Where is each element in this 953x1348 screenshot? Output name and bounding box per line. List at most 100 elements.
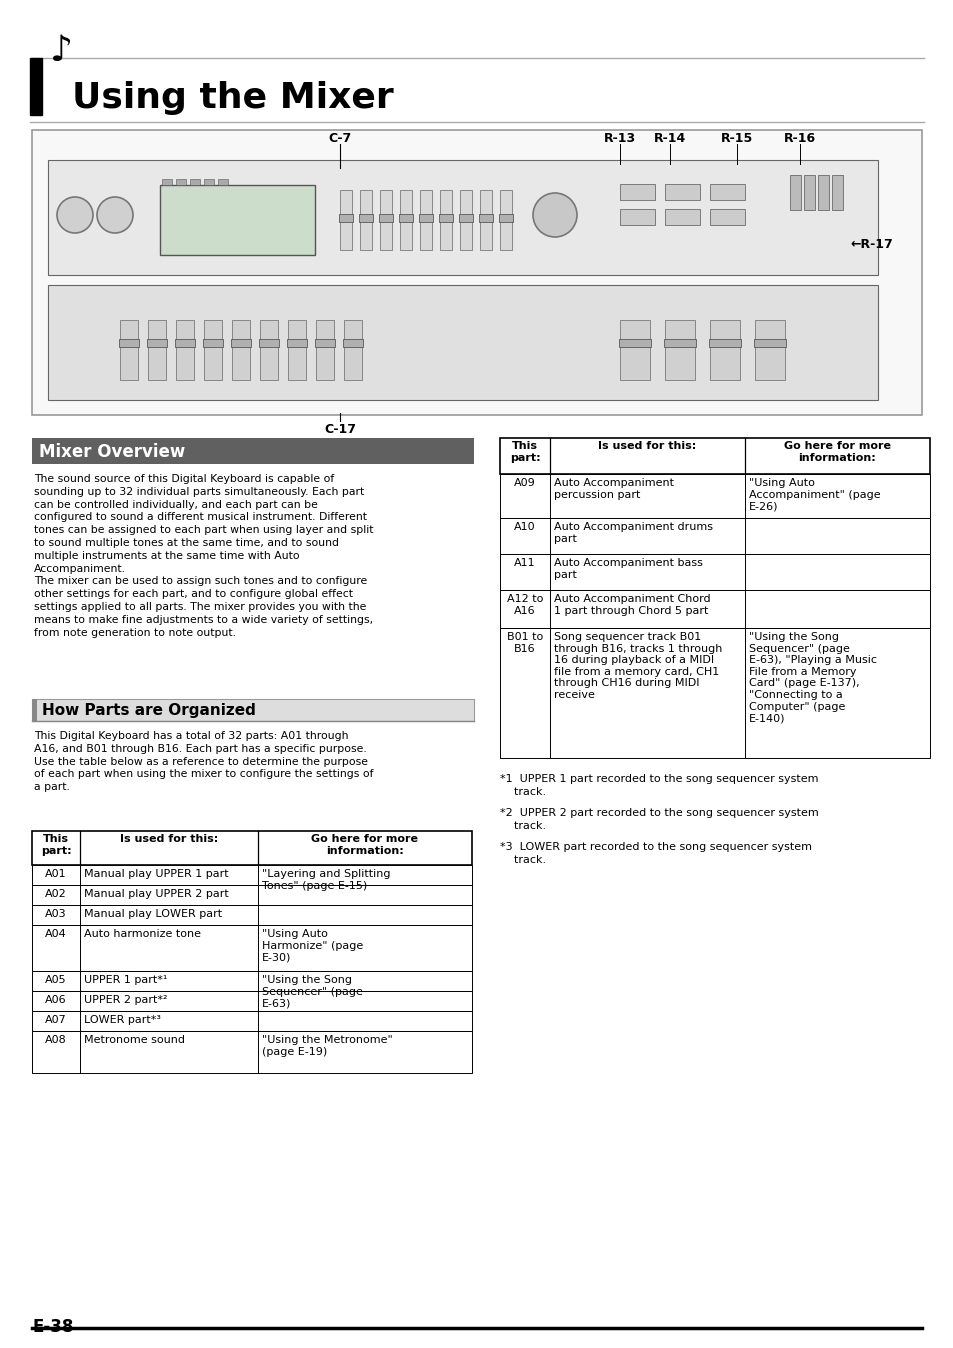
Text: "Using the Song
Sequencer" (page
E-63): "Using the Song Sequencer" (page E-63) [262, 975, 362, 1008]
Bar [32, 1031, 472, 1073]
Text: UPPER 2 part*²: UPPER 2 part*² [84, 995, 168, 1006]
Bar [499, 190, 512, 249]
Circle shape [57, 197, 92, 233]
Text: C-7: C-7 [328, 132, 352, 146]
Bar [344, 319, 361, 380]
Text: Auto Accompaniment bass
part: Auto Accompaniment bass part [554, 558, 702, 580]
Bar [32, 700, 474, 721]
Text: R-14: R-14 [653, 132, 685, 146]
Bar [48, 284, 877, 400]
Bar [338, 214, 353, 222]
Text: A01: A01 [45, 869, 67, 879]
Bar [753, 338, 785, 346]
Text: E-38: E-38 [32, 1318, 73, 1336]
Bar [32, 1011, 472, 1031]
Text: Auto Accompaniment drums
part: Auto Accompaniment drums part [554, 522, 712, 543]
Text: "Using Auto
Harmonize" (page
E-30): "Using Auto Harmonize" (page E-30) [262, 929, 363, 962]
Bar [314, 338, 335, 346]
Text: C-17: C-17 [324, 423, 355, 435]
Bar [175, 319, 193, 380]
Text: "Layering and Splitting
Tones" (page E-15): "Layering and Splitting Tones" (page E-1… [262, 869, 390, 891]
Bar [709, 319, 740, 380]
Text: A03: A03 [45, 909, 67, 919]
Text: Manual play UPPER 2 part: Manual play UPPER 2 part [84, 888, 229, 899]
Bar [419, 190, 432, 249]
Bar [174, 338, 194, 346]
Bar [160, 185, 314, 255]
Bar [260, 319, 277, 380]
Bar [754, 319, 784, 380]
Bar [147, 338, 167, 346]
Bar [190, 179, 200, 185]
Bar [119, 338, 139, 346]
Text: "Using the Song
Sequencer" (page
E-63), "Playing a Music
File from a Memory
Card: "Using the Song Sequencer" (page E-63), … [748, 632, 876, 723]
Text: B01 to
B16: B01 to B16 [506, 632, 542, 654]
Bar [619, 319, 649, 380]
Bar [32, 438, 474, 464]
Text: Go here for more
information:: Go here for more information: [312, 834, 418, 856]
Text: Auto harmonize tone: Auto harmonize tone [84, 929, 201, 940]
Bar [499, 474, 929, 518]
Bar [399, 190, 412, 249]
Text: How Parts are Organized: How Parts are Organized [42, 704, 255, 718]
Bar [32, 886, 472, 905]
Bar [204, 179, 213, 185]
Bar [439, 190, 452, 249]
Bar [231, 338, 251, 346]
Bar [175, 179, 186, 185]
Bar [619, 183, 655, 200]
Bar [478, 214, 493, 222]
Bar [831, 175, 842, 210]
Text: R-13: R-13 [603, 132, 636, 146]
Bar [32, 830, 472, 865]
Text: A04: A04 [45, 929, 67, 940]
Text: Is used for this:: Is used for this: [120, 834, 218, 844]
Bar [438, 214, 453, 222]
Text: A06: A06 [45, 995, 67, 1006]
Bar [32, 129, 921, 415]
Bar [315, 319, 334, 380]
Text: Manual play LOWER part: Manual play LOWER part [84, 909, 222, 919]
Text: Song sequencer track B01
through B16, tracks 1 through
16 during playback of a M: Song sequencer track B01 through B16, tr… [554, 632, 721, 700]
Bar [498, 214, 513, 222]
Bar [663, 338, 696, 346]
Text: *2  UPPER 2 part recorded to the song sequencer system
    track.: *2 UPPER 2 part recorded to the song seq… [499, 807, 818, 832]
Bar [258, 338, 278, 346]
Text: A09: A09 [514, 479, 536, 488]
Bar [789, 175, 801, 210]
Bar [32, 991, 472, 1011]
Text: A10: A10 [514, 522, 536, 532]
Text: *3  LOWER part recorded to the song sequencer system
    track.: *3 LOWER part recorded to the song seque… [499, 842, 811, 865]
Bar [499, 628, 929, 758]
Bar [479, 190, 492, 249]
Bar [48, 160, 877, 275]
Text: Go here for more
information:: Go here for more information: [783, 441, 890, 462]
Bar [358, 214, 373, 222]
Bar [708, 338, 740, 346]
Bar [203, 338, 223, 346]
Bar [288, 319, 306, 380]
Bar [378, 214, 393, 222]
Bar [499, 590, 929, 628]
Bar [343, 338, 363, 346]
Bar [664, 209, 700, 225]
Bar [499, 438, 929, 474]
Bar [709, 183, 744, 200]
Bar [204, 319, 222, 380]
Circle shape [97, 197, 132, 233]
Text: Auto Accompaniment Chord
1 part through Chord 5 part: Auto Accompaniment Chord 1 part through … [554, 594, 710, 616]
Bar [817, 175, 828, 210]
Text: ♪: ♪ [50, 34, 73, 67]
Bar [30, 58, 42, 115]
Text: A12 to
A16: A12 to A16 [506, 594, 542, 616]
Text: This
part:: This part: [509, 441, 539, 462]
Bar [287, 338, 307, 346]
Text: Is used for this:: Is used for this: [598, 441, 696, 452]
Bar [120, 319, 138, 380]
Text: Metronome sound: Metronome sound [84, 1035, 185, 1045]
Text: UPPER 1 part*¹: UPPER 1 part*¹ [84, 975, 167, 985]
Text: ←R-17: ←R-17 [849, 239, 892, 252]
Bar [148, 319, 166, 380]
Text: A08: A08 [45, 1035, 67, 1045]
Text: *1  UPPER 1 part recorded to the song sequencer system
    track.: *1 UPPER 1 part recorded to the song seq… [499, 774, 818, 797]
